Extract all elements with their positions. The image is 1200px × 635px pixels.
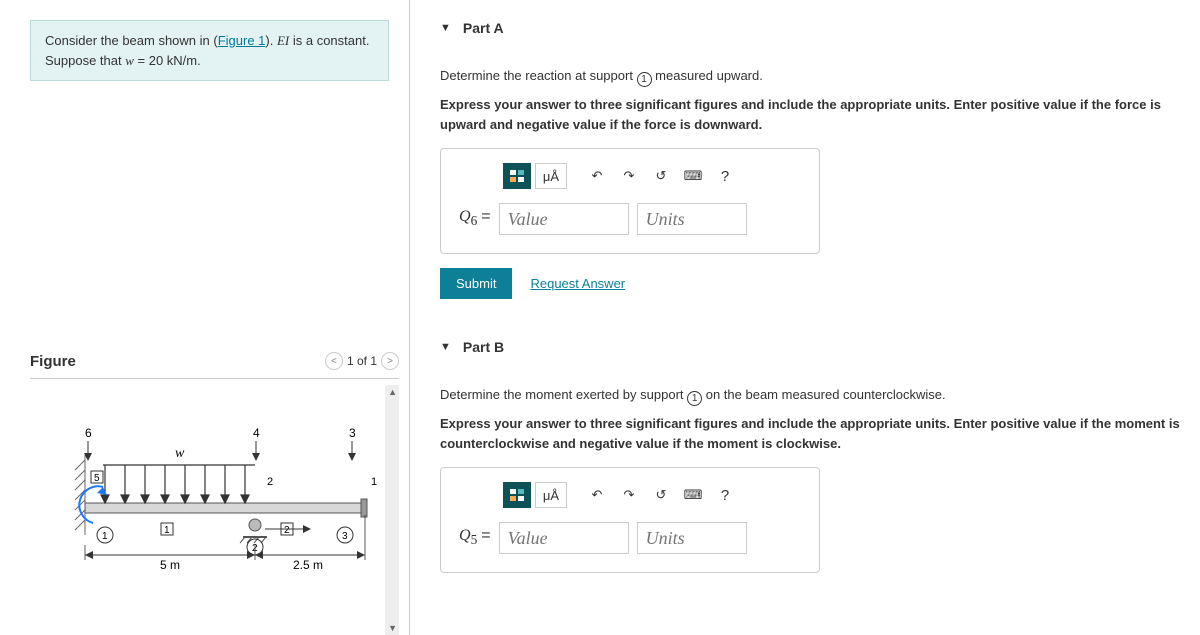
figure-heading: Figure — [30, 353, 76, 370]
part-b-instruction: Express your answer to three significant… — [440, 414, 1180, 453]
undo-button[interactable]: ↶ — [583, 163, 611, 189]
part-b-var-label: Q5 = — [459, 527, 491, 548]
problem-text-2: ). — [265, 33, 277, 48]
part-a-var-label: Q6 = — [459, 208, 491, 229]
part-a-submit-button[interactable]: Submit — [440, 268, 512, 299]
redo-button[interactable]: ↷ — [615, 163, 643, 189]
part-a-title: Part A — [463, 20, 504, 36]
problem-text-5: . — [197, 53, 201, 68]
problem-statement: Consider the beam shown in (Figure 1). E… — [30, 20, 389, 81]
svg-text:3: 3 — [342, 531, 348, 542]
caret-down-icon: ▼ — [440, 341, 451, 353]
pager-text: 1 of 1 — [347, 354, 377, 368]
ei-symbol: EI — [277, 33, 289, 48]
svg-text:1: 1 — [102, 531, 108, 542]
part-a-body: Determine the reaction at support 1 meas… — [440, 66, 1180, 299]
svg-text:5: 5 — [94, 473, 100, 484]
template-button[interactable] — [503, 482, 531, 508]
part-b-title: Part B — [463, 339, 504, 355]
part-b-question: Determine the moment exerted by support … — [440, 385, 1180, 406]
prev-figure-button[interactable]: < — [325, 352, 343, 370]
svg-text:2: 2 — [284, 525, 290, 536]
units-button[interactable]: μÅ — [535, 163, 567, 189]
part-a-units-input[interactable] — [637, 203, 747, 235]
part-a-toolbar: μÅ ↶ ↷ ↺ ⌨ ? — [503, 163, 801, 189]
left-panel: Consider the beam shown in (Figure 1). E… — [0, 0, 410, 635]
load-label: w — [175, 446, 185, 461]
part-a-header[interactable]: ▼ Part A — [440, 20, 1180, 36]
part-b-value-input[interactable] — [499, 522, 629, 554]
part-a-value-input[interactable] — [499, 203, 629, 235]
problem-text-1: Consider the beam shown in ( — [45, 33, 218, 48]
keyboard-button[interactable]: ⌨ — [679, 482, 707, 508]
dim-span2: 2.5 m — [293, 558, 323, 572]
svg-text:3: 3 — [349, 426, 356, 440]
svg-text:2: 2 — [267, 476, 273, 488]
caret-down-icon: ▼ — [440, 22, 451, 34]
part-b-toolbar: μÅ ↶ ↷ ↺ ⌨ ? — [503, 482, 801, 508]
reset-button[interactable]: ↺ — [647, 163, 675, 189]
redo-button[interactable]: ↷ — [615, 482, 643, 508]
reset-button[interactable]: ↺ — [647, 482, 675, 508]
circled-1-icon: 1 — [637, 72, 652, 87]
right-panel: ▼ Part A Determine the reaction at suppo… — [410, 0, 1200, 635]
part-b-body: Determine the moment exerted by support … — [440, 385, 1180, 573]
scroll-down-icon[interactable]: ▼ — [388, 623, 397, 633]
part-b-answer-block: μÅ ↶ ↷ ↺ ⌨ ? Q5 = — [440, 467, 820, 573]
svg-text:4: 4 — [253, 426, 260, 440]
svg-text:6: 6 — [85, 426, 92, 440]
beam-diagram: w 6 4 — [55, 415, 385, 595]
w-symbol: w — [125, 53, 134, 68]
figure-divider — [30, 378, 399, 379]
part-a-answer-block: μÅ ↶ ↷ ↺ ⌨ ? Q6 = — [440, 148, 820, 254]
part-a-question: Determine the reaction at support 1 meas… — [440, 66, 1180, 87]
template-button[interactable] — [503, 163, 531, 189]
scroll-up-icon[interactable]: ▲ — [388, 387, 397, 397]
svg-text:1: 1 — [371, 476, 377, 488]
figure-section: Figure < 1 of 1 > ▲ ▼ — [30, 352, 399, 635]
part-a-instruction: Express your answer to three significant… — [440, 95, 1180, 134]
circled-1-icon: 1 — [687, 391, 702, 406]
figure-link[interactable]: Figure 1 — [218, 33, 266, 48]
svg-text:1: 1 — [164, 525, 170, 536]
help-button[interactable]: ? — [711, 163, 739, 189]
undo-button[interactable]: ↶ — [583, 482, 611, 508]
help-button[interactable]: ? — [711, 482, 739, 508]
part-a-request-answer-link[interactable]: Request Answer — [530, 276, 625, 291]
problem-units: kN/m — [167, 53, 197, 68]
problem-text-4: = 20 — [134, 53, 167, 68]
next-figure-button[interactable]: > — [381, 352, 399, 370]
dim-span1: 5 m — [160, 558, 180, 572]
keyboard-button[interactable]: ⌨ — [679, 163, 707, 189]
figure-pager: < 1 of 1 > — [325, 352, 399, 370]
part-b-units-input[interactable] — [637, 522, 747, 554]
units-button[interactable]: μÅ — [535, 482, 567, 508]
figure-viewport: ▲ ▼ — [30, 385, 399, 635]
part-b-header[interactable]: ▼ Part B — [440, 339, 1180, 355]
